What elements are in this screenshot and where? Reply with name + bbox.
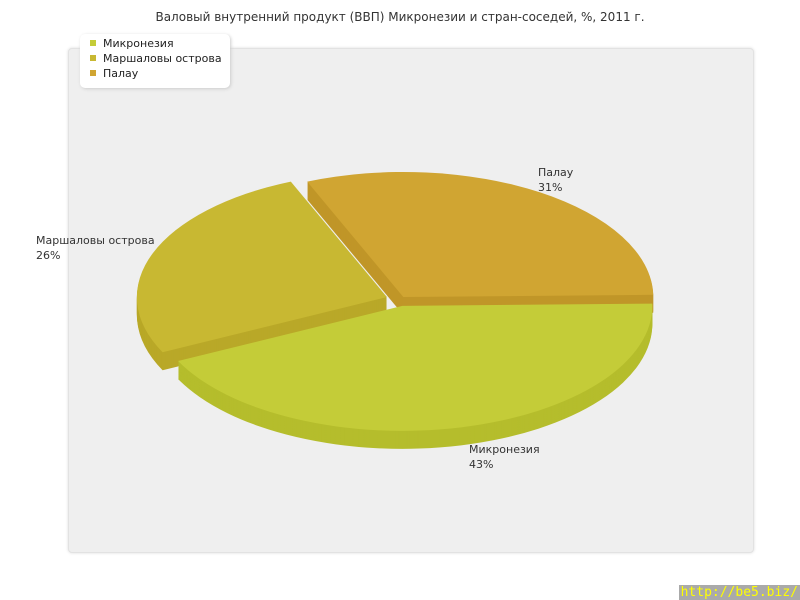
data-label-micronesia: Микронезия 43% [469, 442, 540, 472]
legend-swatch [90, 55, 96, 61]
legend: Микронезия Маршаловы острова Палау [80, 34, 230, 88]
label-name: Палау [538, 166, 574, 179]
label-value: 43% [469, 458, 494, 471]
pie-slice-marshall[interactable] [136, 181, 387, 353]
legend-label: Маршаловы острова [103, 52, 222, 65]
legend-label: Палау [103, 67, 139, 80]
legend-swatch [90, 40, 96, 46]
pie-slice-micronesia[interactable] [178, 303, 653, 431]
chart-title: Валовый внутренний продукт (ВВП) Микроне… [155, 10, 645, 24]
label-name: Маршаловы острова [36, 234, 155, 247]
legend-item-palau[interactable]: Палау [80, 66, 230, 81]
legend-item-micronesia[interactable]: Микронезия [80, 36, 230, 51]
label-value: 31% [538, 181, 563, 194]
legend-swatch [90, 70, 96, 76]
legend-item-marshall[interactable]: Маршаловы острова [80, 51, 230, 66]
label-value: 26% [36, 249, 61, 262]
pie-slice-palau[interactable] [307, 171, 654, 297]
legend-label: Микронезия [103, 37, 174, 50]
label-name: Микронезия [469, 443, 540, 456]
data-label-marshall: Маршаловы острова 26% [36, 233, 155, 263]
watermark[interactable]: http://be5.biz/ [678, 585, 800, 600]
data-label-palau: Палау 31% [538, 165, 573, 195]
